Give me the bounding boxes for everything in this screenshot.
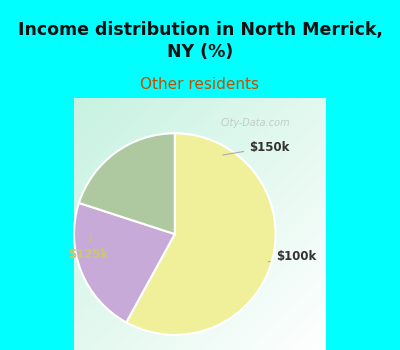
Wedge shape [126, 133, 276, 335]
Text: $125k: $125k [68, 234, 108, 261]
Wedge shape [79, 133, 175, 234]
Text: Other residents: Other residents [140, 77, 260, 92]
Text: City-Data.com: City-Data.com [221, 118, 290, 128]
Wedge shape [74, 203, 175, 322]
Text: $150k: $150k [223, 141, 290, 155]
Text: Income distribution in North Merrick,
NY (%): Income distribution in North Merrick, NY… [18, 21, 382, 61]
Text: $100k: $100k [268, 250, 316, 263]
